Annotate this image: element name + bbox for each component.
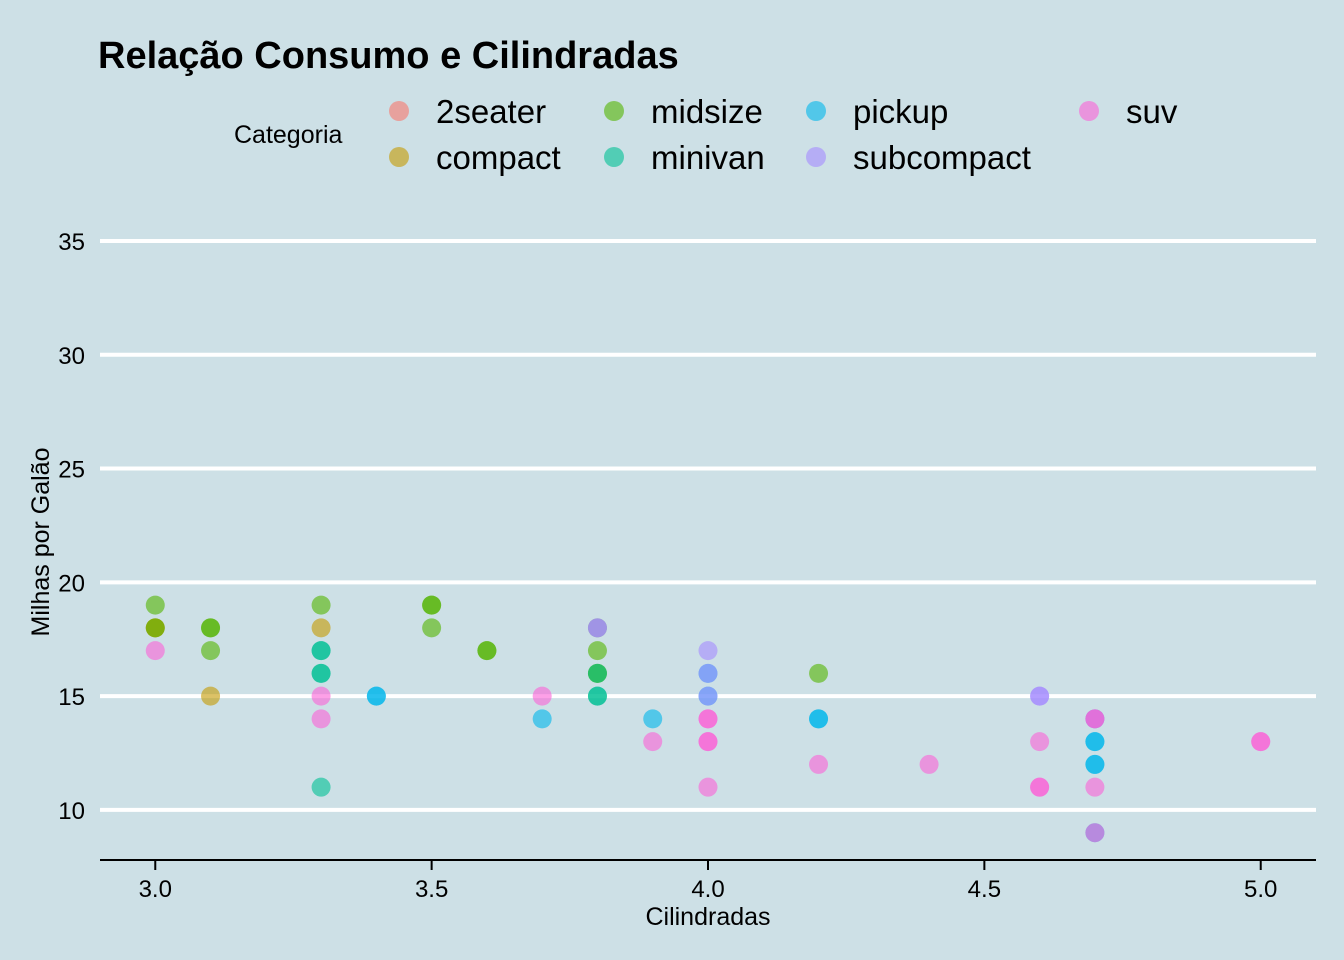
point-suv [1030, 777, 1050, 797]
point-pickup [1085, 732, 1105, 752]
x-tick-label: 5.0 [1244, 876, 1277, 903]
legend-label: midsize [651, 93, 763, 130]
point-suv [145, 641, 165, 661]
legend-label: pickup [853, 93, 948, 130]
data-points [145, 595, 1271, 843]
x-axis: 3.0 3.5 4.0 4.5 5.0 [100, 859, 1316, 903]
point-midsize [422, 618, 442, 638]
point-subcompact [698, 641, 718, 661]
y-tick-label: 25 [58, 457, 85, 484]
legend-label: 2seater [436, 93, 546, 130]
point-suv [311, 709, 331, 729]
point-suv [1251, 732, 1271, 752]
legend: Categoria 2seater compact midsize minivan pi… [234, 93, 1178, 176]
grid-lines [100, 238, 1316, 812]
point-minivan [311, 663, 331, 683]
point-suv [698, 709, 718, 729]
legend-label: subcompact [853, 139, 1031, 176]
point-suv [1030, 732, 1050, 752]
point-suv [1085, 709, 1105, 729]
legend-key-midsize [604, 101, 624, 121]
point-midsize [587, 641, 607, 661]
point-midsize [145, 595, 165, 615]
point-minivan [311, 777, 331, 797]
legend-label: compact [436, 139, 561, 176]
legend-key-2seater [389, 101, 409, 121]
x-tick-label: 4.5 [968, 876, 1001, 903]
point-minivan [587, 663, 607, 683]
point-midsize [145, 618, 165, 638]
legend-item-subcompact: subcompact [806, 139, 1031, 176]
legend-title: Categoria [234, 121, 342, 149]
point-suv [643, 732, 663, 752]
legend-item-compact: compact [389, 139, 561, 176]
y-axis-ticks: 10 15 20 25 30 35 [58, 229, 85, 825]
point-suv [698, 777, 718, 797]
chart-title: Relação Consumo e Cilindradas [98, 35, 679, 77]
legend-item-suv: suv [1079, 93, 1178, 130]
point-suv [698, 732, 718, 752]
point-subcompact [587, 618, 607, 638]
point-suv [532, 686, 552, 706]
legend-key-minivan [604, 147, 624, 167]
point-pickup [532, 709, 552, 729]
y-tick-label: 20 [58, 570, 85, 597]
legend-label: suv [1126, 93, 1178, 130]
point-pickup [643, 709, 663, 729]
point-subcompact [698, 663, 718, 683]
y-tick-label: 35 [58, 229, 85, 256]
x-tick-label: 3.5 [415, 876, 448, 903]
point-minivan [311, 641, 331, 661]
legend-key-pickup [806, 101, 826, 121]
point-pickup [366, 686, 386, 706]
legend-item-midsize: midsize [604, 93, 763, 130]
x-tick-label: 4.0 [691, 876, 724, 903]
legend-label: minivan [651, 139, 765, 176]
legend-key-subcompact [806, 147, 826, 167]
point-midsize [201, 641, 221, 661]
y-axis-label: Milhas por Galão [27, 448, 55, 637]
y-tick-label: 15 [58, 684, 85, 711]
legend-key-suv [1079, 101, 1099, 121]
point-suv [1085, 823, 1105, 843]
point-midsize [201, 618, 221, 638]
x-axis-label: Cilindradas [645, 903, 770, 931]
point-suv [1085, 777, 1105, 797]
point-suv [809, 754, 829, 774]
legend-item-pickup: pickup [806, 93, 948, 130]
legend-key-compact [389, 147, 409, 167]
point-compact [201, 686, 221, 706]
y-tick-label: 30 [58, 343, 85, 370]
legend-item-2seater: 2seater [389, 93, 546, 130]
y-tick-label: 10 [58, 798, 85, 825]
point-subcompact [1030, 686, 1050, 706]
point-pickup [809, 709, 829, 729]
x-tick-label: 3.0 [139, 876, 172, 903]
point-midsize [311, 595, 331, 615]
point-midsize [809, 663, 829, 683]
point-pickup [1085, 754, 1105, 774]
point-suv [311, 686, 331, 706]
point-midsize [477, 641, 497, 661]
point-midsize [422, 595, 442, 615]
point-subcompact [698, 686, 718, 706]
legend-item-minivan: minivan [604, 139, 765, 176]
point-minivan [587, 686, 607, 706]
point-suv [919, 754, 939, 774]
point-compact [311, 618, 331, 638]
